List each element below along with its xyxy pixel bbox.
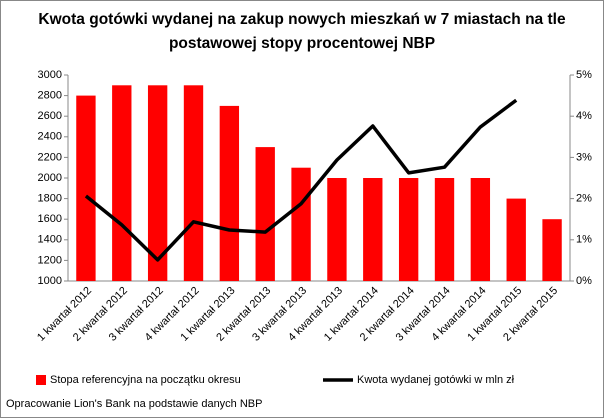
y-tick-label: 1600 [38,213,62,225]
bar [434,178,455,281]
y-tick-label: 2800 [38,90,62,102]
y-tick-label: 2000 [38,172,62,184]
bar [147,85,168,281]
y-tick-label: 2400 [38,131,62,143]
y2-tick-label: 2% [576,193,592,205]
y-tick-label: 1400 [38,234,62,246]
legend-swatch [36,375,46,385]
y2-tick-label: 0% [576,275,592,287]
y-tick-label: 1200 [38,254,62,266]
line [84,98,518,262]
y-tick-label: 2200 [38,151,62,163]
bar [255,147,275,281]
bar [327,178,347,281]
legend-label: Stopa referencyjna na początku okresu [50,374,241,386]
y2-tick-label: 3% [576,151,592,163]
bar [470,178,491,281]
bar [506,198,526,281]
y2-tick-label: 5% [576,69,592,81]
y2-tick-label: 4% [576,110,592,122]
y2-tick-label: 1% [576,234,592,246]
chart-subtitle: postawowej stopy procentowej NBP [169,35,435,52]
y-tick-label: 3000 [38,69,62,81]
bar [183,85,204,281]
bar [398,178,419,281]
bar [291,167,311,281]
legend-label: Kwota wydanej gotówki w mln zł [357,374,515,386]
y-tick-label: 2600 [38,110,62,122]
bar [76,95,96,281]
bar [363,178,383,281]
y-tick-label: 1800 [38,193,62,205]
bar [112,85,132,281]
chart-title: Kwota gotówki wydanej na zakup nowych mi… [38,11,566,28]
y-tick-label: 1000 [38,275,62,287]
bar [219,105,240,282]
footnote: Opracowanie Lion's Bank na podstawie dan… [6,398,262,410]
bar [542,219,562,281]
